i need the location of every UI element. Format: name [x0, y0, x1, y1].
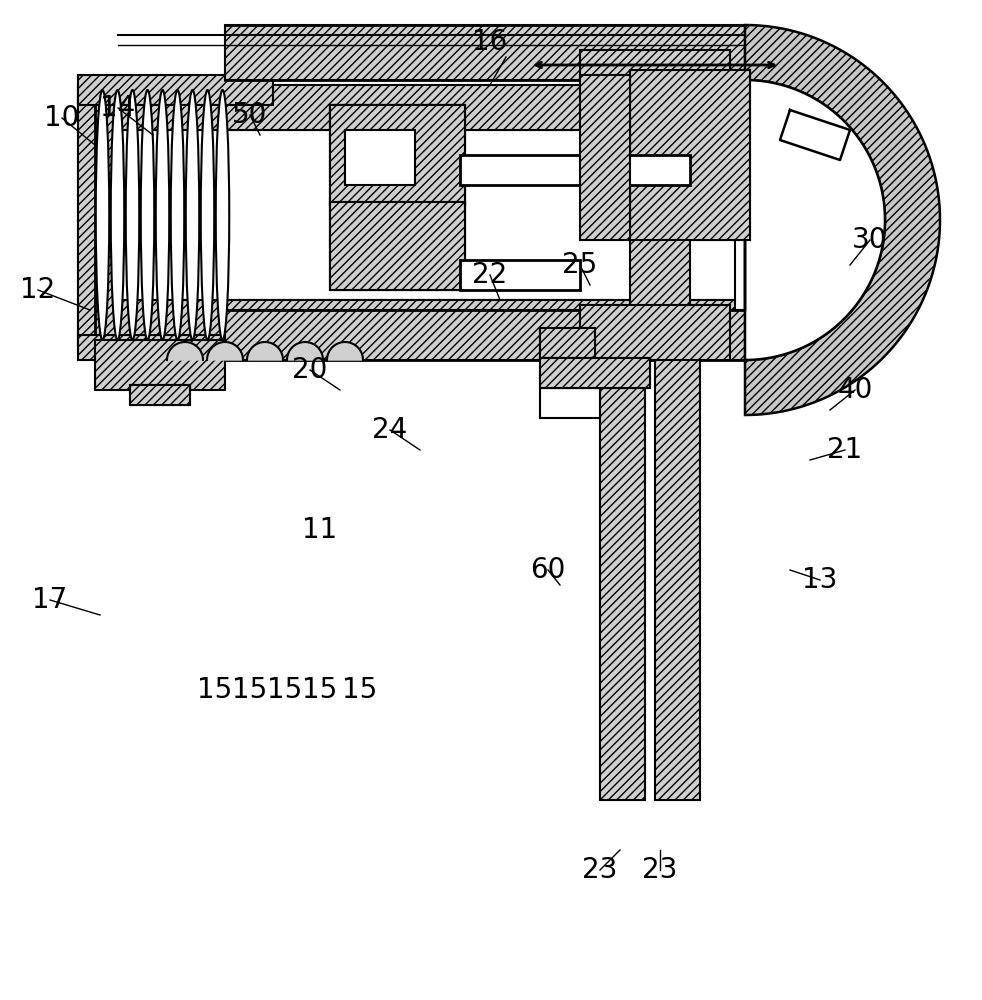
Bar [95, 340, 225, 390]
Text: 60: 60 [530, 556, 566, 584]
Polygon shape [780, 110, 850, 160]
Bar [580, 75, 630, 240]
Text: 23: 23 [642, 856, 678, 884]
Bar [460, 260, 580, 290]
Bar [225, 310, 745, 360]
Ellipse shape [200, 90, 214, 340]
Ellipse shape [156, 90, 169, 340]
Bar [540, 358, 650, 388]
Bar [630, 70, 750, 240]
Bar [330, 105, 465, 205]
Bar [345, 130, 415, 185]
Bar [95, 300, 735, 345]
Text: 15: 15 [267, 676, 302, 704]
Ellipse shape [140, 90, 154, 340]
Text: 40: 40 [838, 376, 873, 404]
PathPatch shape [745, 25, 940, 415]
Polygon shape [167, 342, 203, 360]
Text: 11: 11 [302, 516, 338, 544]
Bar [95, 85, 735, 130]
Text: 50: 50 [233, 101, 268, 129]
Polygon shape [327, 342, 363, 360]
Ellipse shape [171, 90, 185, 340]
Text: 16: 16 [472, 28, 508, 56]
Bar [330, 202, 465, 290]
Text: 23: 23 [582, 856, 618, 884]
Bar [78, 75, 273, 105]
Text: 20: 20 [293, 356, 328, 384]
Ellipse shape [216, 90, 229, 340]
Text: 22: 22 [472, 261, 508, 289]
Bar [78, 85, 118, 345]
Text: 14: 14 [100, 94, 136, 122]
Text: 24: 24 [372, 416, 408, 444]
Text: 15: 15 [302, 676, 338, 704]
Bar [580, 50, 730, 80]
Bar [630, 70, 690, 310]
Text: 17: 17 [32, 586, 68, 614]
Text: 21: 21 [828, 436, 862, 464]
Polygon shape [207, 342, 243, 360]
Bar [540, 328, 595, 358]
Ellipse shape [111, 90, 125, 340]
Bar [78, 335, 273, 360]
Bar [540, 328, 595, 358]
Text: 12: 12 [21, 276, 56, 304]
Bar [630, 70, 750, 240]
Bar [460, 155, 690, 185]
Ellipse shape [126, 90, 139, 340]
Text: 15: 15 [197, 676, 233, 704]
Bar [78, 85, 118, 345]
Bar [130, 385, 190, 405]
Bar [330, 105, 465, 205]
Bar [330, 202, 465, 290]
Text: 25: 25 [563, 251, 598, 279]
Bar [225, 25, 745, 80]
Text: 13: 13 [802, 566, 838, 594]
Bar [600, 340, 645, 800]
Text: 30: 30 [852, 226, 888, 254]
Polygon shape [247, 342, 283, 360]
Bar [118, 130, 735, 300]
Bar [580, 305, 730, 360]
Bar [330, 202, 465, 290]
Polygon shape [287, 342, 323, 360]
Text: 15: 15 [343, 676, 378, 704]
Bar [540, 358, 650, 388]
Polygon shape [745, 80, 885, 360]
Bar [330, 105, 465, 205]
Text: 15: 15 [233, 676, 268, 704]
Bar [540, 388, 600, 418]
Text: 10: 10 [44, 104, 80, 132]
Bar [655, 340, 700, 800]
Ellipse shape [186, 90, 199, 340]
Bar [130, 385, 190, 405]
Ellipse shape [96, 90, 109, 340]
